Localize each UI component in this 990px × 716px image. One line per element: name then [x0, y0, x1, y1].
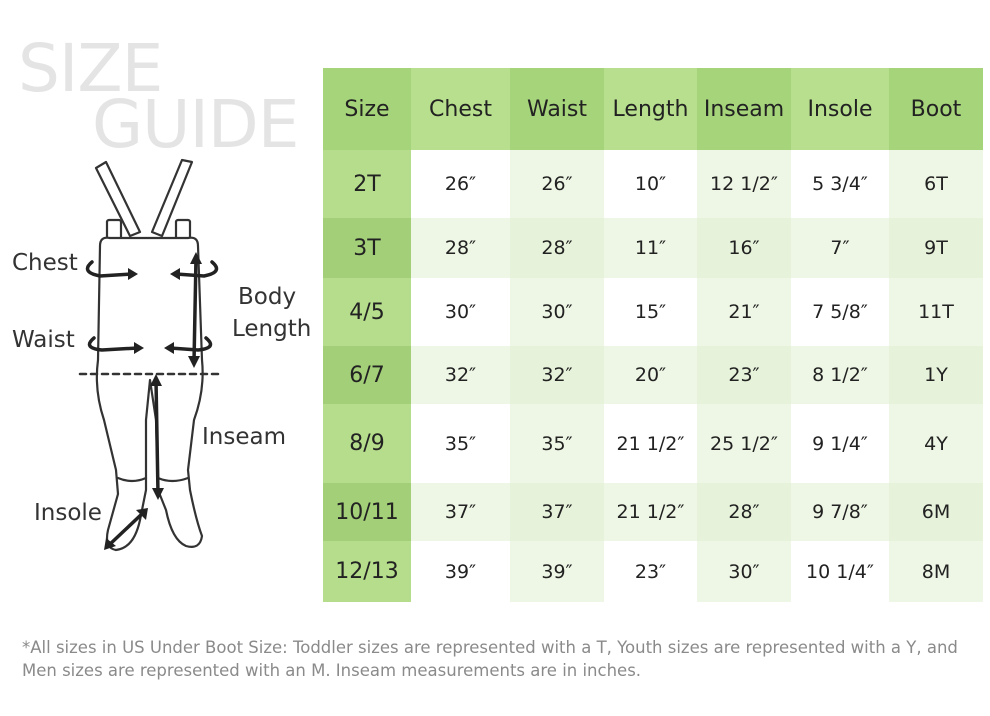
boot-cell: 6T [889, 150, 983, 218]
insole-cell: 10 1/4″ [791, 541, 889, 602]
chest-cell: 37″ [411, 483, 510, 541]
wader-measurement-diagram [78, 158, 224, 552]
boot-cell: 9T [889, 218, 983, 278]
waist-cell: 28″ [510, 218, 604, 278]
length-label: Length [232, 316, 312, 342]
insole-cell: 5 3/4″ [791, 150, 889, 218]
chest-cell: 32″ [411, 346, 510, 404]
footnote: *All sizes in US Under Boot Size: Toddle… [22, 638, 958, 680]
inseam-cell: 30″ [697, 541, 791, 602]
header-chest: Chest [411, 68, 510, 150]
waist-cell: 32″ [510, 346, 604, 404]
header-boot: Boot [889, 68, 983, 150]
boot-cell: 4Y [889, 404, 983, 483]
length-cell: 21 1/2″ [604, 483, 697, 541]
inseam-cell: 12 1/2″ [697, 150, 791, 218]
boot-cell: 8M [889, 541, 983, 602]
table-row: 8/9 35″ 35″ 21 1/2″ 25 1/2″ 9 1/4″ 4Y [323, 404, 983, 483]
length-cell: 23″ [604, 541, 697, 602]
size-cell: 2T [323, 150, 411, 218]
chest-cell: 26″ [411, 150, 510, 218]
waist-cell: 37″ [510, 483, 604, 541]
table-row: 2T 26″ 26″ 10″ 12 1/2″ 5 3/4″ 6T [323, 150, 983, 218]
length-cell: 20″ [604, 346, 697, 404]
waist-cell: 35″ [510, 404, 604, 483]
insole-label: Insole [34, 500, 102, 526]
title-line-2: GUIDE [92, 86, 299, 163]
table-row: 10/11 37″ 37″ 21 1/2″ 28″ 9 7/8″ 6M [323, 483, 983, 541]
waist-cell: 30″ [510, 278, 604, 346]
insole-cell: 9 1/4″ [791, 404, 889, 483]
size-cell: 6/7 [323, 346, 411, 404]
insole-cell: 8 1/2″ [791, 346, 889, 404]
chest-cell: 30″ [411, 278, 510, 346]
inseam-cell: 23″ [697, 346, 791, 404]
size-table: Size Chest Waist Length Inseam Insole Bo… [323, 68, 983, 602]
table-row: 6/7 32″ 32″ 20″ 23″ 8 1/2″ 1Y [323, 346, 983, 404]
chest-cell: 39″ [411, 541, 510, 602]
header-inseam: Inseam [697, 68, 791, 150]
inseam-cell: 16″ [697, 218, 791, 278]
header-row: Size Chest Waist Length Inseam Insole Bo… [323, 68, 983, 150]
inseam-label: Inseam [202, 424, 286, 450]
header-insole: Insole [791, 68, 889, 150]
size-cell: 12/13 [323, 541, 411, 602]
table-row: 4/5 30″ 30″ 15″ 21″ 7 5/8″ 11T [323, 278, 983, 346]
boot-cell: 6M [889, 483, 983, 541]
boot-cell: 11T [889, 278, 983, 346]
insole-cell: 7 5/8″ [791, 278, 889, 346]
length-cell: 15″ [604, 278, 697, 346]
table-row: 3T 28″ 28″ 11″ 16″ 7″ 9T [323, 218, 983, 278]
body-label: Body [238, 284, 297, 310]
header-size: Size [323, 68, 411, 150]
waist-cell: 39″ [510, 541, 604, 602]
length-cell: 10″ [604, 150, 697, 218]
inseam-cell: 25 1/2″ [697, 404, 791, 483]
table-row: 12/13 39″ 39″ 23″ 30″ 10 1/4″ 8M [323, 541, 983, 602]
size-cell: 3T [323, 218, 411, 278]
size-cell: 10/11 [323, 483, 411, 541]
length-cell: 11″ [604, 218, 697, 278]
length-cell: 21 1/2″ [604, 404, 697, 483]
boot-cell: 1Y [889, 346, 983, 404]
waist-cell: 26″ [510, 150, 604, 218]
inseam-cell: 28″ [697, 483, 791, 541]
size-cell: 8/9 [323, 404, 411, 483]
chest-label: Chest [12, 250, 78, 276]
inseam-cell: 21″ [697, 278, 791, 346]
title-line-1: SIZE [18, 30, 163, 107]
header-length: Length [604, 68, 697, 150]
chest-cell: 28″ [411, 218, 510, 278]
insole-cell: 7″ [791, 218, 889, 278]
insole-cell: 9 7/8″ [791, 483, 889, 541]
header-waist: Waist [510, 68, 604, 150]
chest-cell: 35″ [411, 404, 510, 483]
waist-label: Waist [12, 327, 75, 353]
size-cell: 4/5 [323, 278, 411, 346]
